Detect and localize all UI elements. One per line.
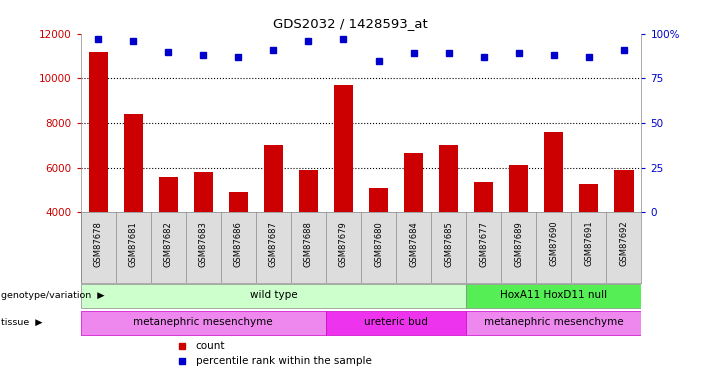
Text: metanephric mesenchyme: metanephric mesenchyme (484, 317, 624, 327)
Text: GSM87689: GSM87689 (515, 221, 523, 267)
Text: GSM87681: GSM87681 (129, 221, 137, 267)
Bar (123, 114, 143, 212)
Text: wild type: wild type (250, 290, 297, 300)
Bar (334, 85, 353, 212)
Bar (466, 284, 641, 308)
Text: GSM87678: GSM87678 (94, 221, 102, 267)
Bar (229, 192, 248, 212)
Text: metanephric mesenchyme: metanephric mesenchyme (133, 317, 273, 327)
Bar (474, 182, 494, 212)
Text: GDS2032 / 1428593_at: GDS2032 / 1428593_at (273, 17, 428, 30)
Text: GSM87687: GSM87687 (269, 221, 278, 267)
Text: count: count (196, 341, 225, 351)
Bar (81, 311, 326, 335)
Text: GSM87690: GSM87690 (550, 221, 558, 266)
Text: GSM87684: GSM87684 (409, 221, 418, 267)
Bar (158, 177, 178, 212)
Text: GSM87683: GSM87683 (199, 221, 207, 267)
Bar (466, 311, 641, 335)
Text: GSM87682: GSM87682 (164, 221, 172, 267)
Bar (369, 188, 388, 212)
Text: ureteric bud: ureteric bud (364, 317, 428, 327)
Bar (439, 146, 458, 212)
Text: tissue  ▶: tissue ▶ (1, 318, 42, 327)
Bar (326, 311, 466, 335)
Bar (509, 165, 529, 212)
Bar (81, 284, 466, 308)
Bar (264, 146, 283, 212)
Text: percentile rank within the sample: percentile rank within the sample (196, 356, 372, 366)
Bar (579, 184, 599, 212)
Text: GSM87691: GSM87691 (585, 221, 593, 266)
Bar (299, 170, 318, 212)
Text: GSM87679: GSM87679 (339, 221, 348, 267)
Bar (193, 172, 213, 212)
Bar (544, 132, 564, 212)
Text: GSM87677: GSM87677 (479, 221, 488, 267)
Text: GSM87692: GSM87692 (620, 221, 628, 266)
Text: GSM87686: GSM87686 (234, 221, 243, 267)
Bar (404, 153, 423, 212)
Text: GSM87688: GSM87688 (304, 221, 313, 267)
Bar (614, 170, 634, 212)
Text: HoxA11 HoxD11 null: HoxA11 HoxD11 null (501, 290, 607, 300)
Text: genotype/variation  ▶: genotype/variation ▶ (1, 291, 104, 300)
Text: GSM87685: GSM87685 (444, 221, 453, 267)
Text: GSM87680: GSM87680 (374, 221, 383, 267)
Bar (88, 52, 108, 212)
